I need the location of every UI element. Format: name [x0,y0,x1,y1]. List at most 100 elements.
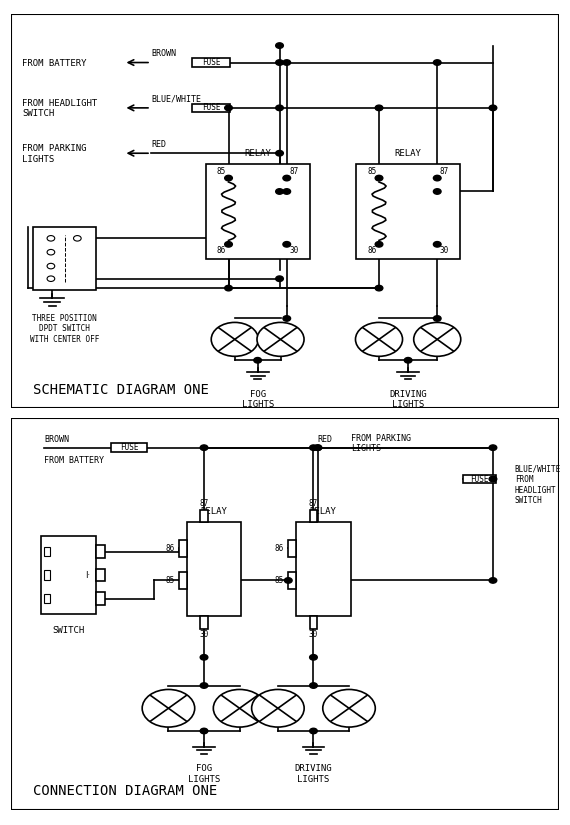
Circle shape [310,728,317,733]
Text: FUSE: FUSE [470,474,488,483]
Circle shape [414,323,461,356]
Text: 30: 30 [440,247,449,255]
Text: THREE POSITION
DPDT SWITCH
WITH CENTER OFF: THREE POSITION DPDT SWITCH WITH CENTER O… [30,314,99,343]
Circle shape [433,242,441,247]
Text: 87: 87 [290,167,299,176]
Text: 86: 86 [367,247,376,255]
Bar [296,522,351,616]
Text: FUSE: FUSE [120,443,139,452]
Circle shape [283,242,291,247]
Circle shape [283,316,291,321]
Text: 87: 87 [309,499,318,508]
Circle shape [225,242,233,247]
Circle shape [310,654,317,660]
Bar [310,616,317,629]
Circle shape [375,176,383,181]
Circle shape [283,176,291,181]
Text: 86: 86 [165,544,174,553]
Circle shape [213,690,266,727]
Circle shape [310,445,317,450]
Bar [42,536,96,614]
Circle shape [276,189,283,194]
Text: RED: RED [151,140,166,148]
Text: FROM BATTERY: FROM BATTERY [44,455,104,464]
Bar [356,164,460,258]
Circle shape [254,357,262,363]
Text: RELAY: RELAY [310,507,337,516]
Circle shape [404,357,412,363]
Bar [179,572,186,589]
Circle shape [375,105,383,111]
Text: BROWN: BROWN [151,50,176,59]
Text: 85: 85 [165,576,174,585]
Circle shape [433,176,441,181]
Circle shape [74,236,81,241]
Circle shape [47,276,55,281]
Circle shape [375,285,383,291]
Bar [33,227,96,290]
Circle shape [276,150,283,156]
Text: 86: 86 [275,544,284,553]
Circle shape [47,263,55,269]
Text: 86: 86 [217,247,226,255]
Circle shape [211,323,258,356]
Text: 87: 87 [200,499,209,508]
Text: RELAY: RELAY [244,149,271,158]
Text: 30: 30 [290,247,299,255]
Circle shape [200,728,208,733]
Text: RELAY: RELAY [394,149,422,158]
Bar [44,570,50,580]
Circle shape [225,105,233,111]
Circle shape [225,176,233,181]
Text: CONNECTION DIAGRAM ONE: CONNECTION DIAGRAM ONE [33,785,218,799]
Circle shape [200,683,208,688]
Circle shape [314,445,321,450]
Bar [192,104,230,112]
Text: 85: 85 [275,576,284,585]
Circle shape [489,105,497,111]
Circle shape [323,690,375,727]
Text: 85: 85 [217,167,226,176]
Circle shape [284,578,292,583]
Text: 85: 85 [367,167,376,176]
Bar [111,443,147,452]
Text: I·: I· [86,571,91,579]
Bar [96,592,105,605]
Text: FROM HEADLIGHT
SWITCH: FROM HEADLIGHT SWITCH [22,99,97,118]
Circle shape [142,690,195,727]
Bar [200,616,208,629]
Text: FROM BATTERY: FROM BATTERY [22,59,87,68]
Circle shape [251,690,304,727]
Bar [288,540,296,557]
Circle shape [283,59,291,65]
Text: FOG
LIGHTS: FOG LIGHTS [188,764,220,784]
Circle shape [433,316,441,321]
Text: RELAY: RELAY [201,507,227,516]
Bar [310,510,317,522]
Bar [96,568,105,582]
Text: 87: 87 [440,167,449,176]
Circle shape [433,59,441,65]
Bar [179,540,186,557]
Bar [463,475,496,483]
Circle shape [489,476,497,482]
Text: BLUE/WHITE
FROM
HEADLIGHT
SWITCH: BLUE/WHITE FROM HEADLIGHT SWITCH [515,464,561,505]
Text: BROWN: BROWN [44,435,69,444]
Text: SWITCH: SWITCH [53,626,85,635]
Circle shape [47,249,55,255]
Text: FUSE: FUSE [202,103,221,112]
Circle shape [310,683,317,688]
Circle shape [276,59,283,65]
Circle shape [257,323,304,356]
Circle shape [489,445,497,450]
Text: DRIVING
LIGHTS: DRIVING LIGHTS [295,764,332,784]
Bar [96,545,105,558]
Bar [288,572,296,589]
Bar [200,510,208,522]
Text: FUSE: FUSE [202,58,221,67]
Text: FOG
LIGHTS: FOG LIGHTS [242,390,274,409]
Circle shape [276,276,283,281]
Circle shape [200,654,208,660]
Text: SCHEMATIC DIAGRAM ONE: SCHEMATIC DIAGRAM ONE [33,383,209,397]
Bar [44,594,50,603]
